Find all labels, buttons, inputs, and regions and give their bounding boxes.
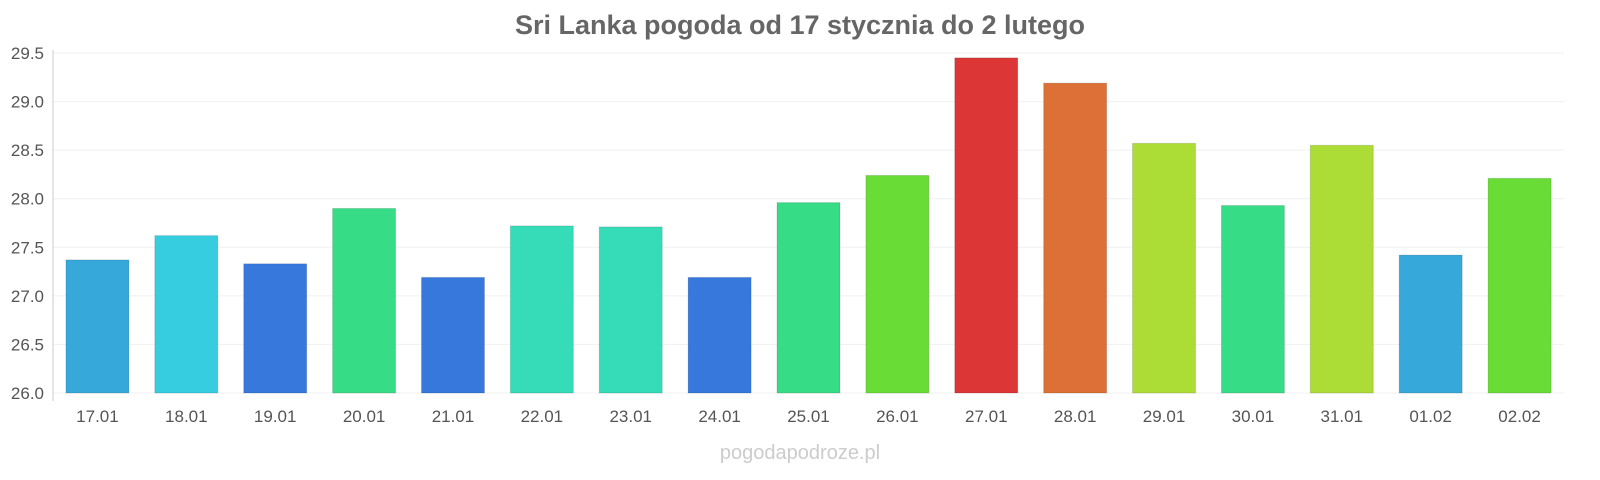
x-tick-label: 22.01 xyxy=(521,407,564,426)
chart-title: Sri Lanka pogoda od 17 stycznia do 2 lut… xyxy=(514,10,1086,40)
bar-18.01 xyxy=(154,235,219,394)
bar-29.01 xyxy=(1132,142,1197,394)
bar-25.01 xyxy=(776,202,841,394)
x-tick-label: 02.02 xyxy=(1498,407,1541,426)
x-tick-label: 28.01 xyxy=(1054,407,1097,426)
bar-30.01 xyxy=(1220,205,1285,394)
bar-17.01 xyxy=(65,259,130,394)
x-tick-label: 17.01 xyxy=(76,407,119,426)
bar-26.01 xyxy=(865,174,930,394)
y-tick-label: 29.5 xyxy=(11,44,44,63)
y-tick-label: 28.0 xyxy=(11,190,44,209)
y-tick-label: 29.0 xyxy=(11,93,44,112)
y-tick-label: 28.5 xyxy=(11,141,44,160)
bar-20.01 xyxy=(332,207,397,394)
bar-22.01 xyxy=(509,225,574,394)
bar-28.01 xyxy=(1043,82,1108,394)
x-tick-label: 31.01 xyxy=(1321,407,1364,426)
y-tick-label: 27.0 xyxy=(11,287,44,306)
y-tick-label: 26.5 xyxy=(11,335,44,354)
x-tick-label: 20.01 xyxy=(343,407,386,426)
x-tick-label: 26.01 xyxy=(876,407,919,426)
x-tick-label: 24.01 xyxy=(698,407,741,426)
x-tick-label: 30.01 xyxy=(1232,407,1275,426)
bar-24.01 xyxy=(687,276,752,394)
x-tick-label: 27.01 xyxy=(965,407,1008,426)
bar-01.02 xyxy=(1398,254,1463,394)
watermark: pogodapodroze.pl xyxy=(719,442,881,464)
bar-23.01 xyxy=(598,226,663,394)
x-tick-label: 23.01 xyxy=(609,407,652,426)
x-tick-label: 01.02 xyxy=(1409,407,1452,426)
x-tick-label: 18.01 xyxy=(165,407,208,426)
bar-31.01 xyxy=(1309,144,1374,394)
bar-19.01 xyxy=(243,263,308,394)
bar-27.01 xyxy=(954,57,1019,394)
bar-21.01 xyxy=(420,276,485,394)
bar-02.02 xyxy=(1487,177,1552,394)
x-tick-label: 19.01 xyxy=(254,407,297,426)
x-tick-label: 29.01 xyxy=(1143,407,1186,426)
y-tick-label: 27.5 xyxy=(11,238,44,257)
x-tick-label: 21.01 xyxy=(432,407,475,426)
x-tick-label: 25.01 xyxy=(787,407,830,426)
y-tick-label: 26.0 xyxy=(11,384,44,403)
